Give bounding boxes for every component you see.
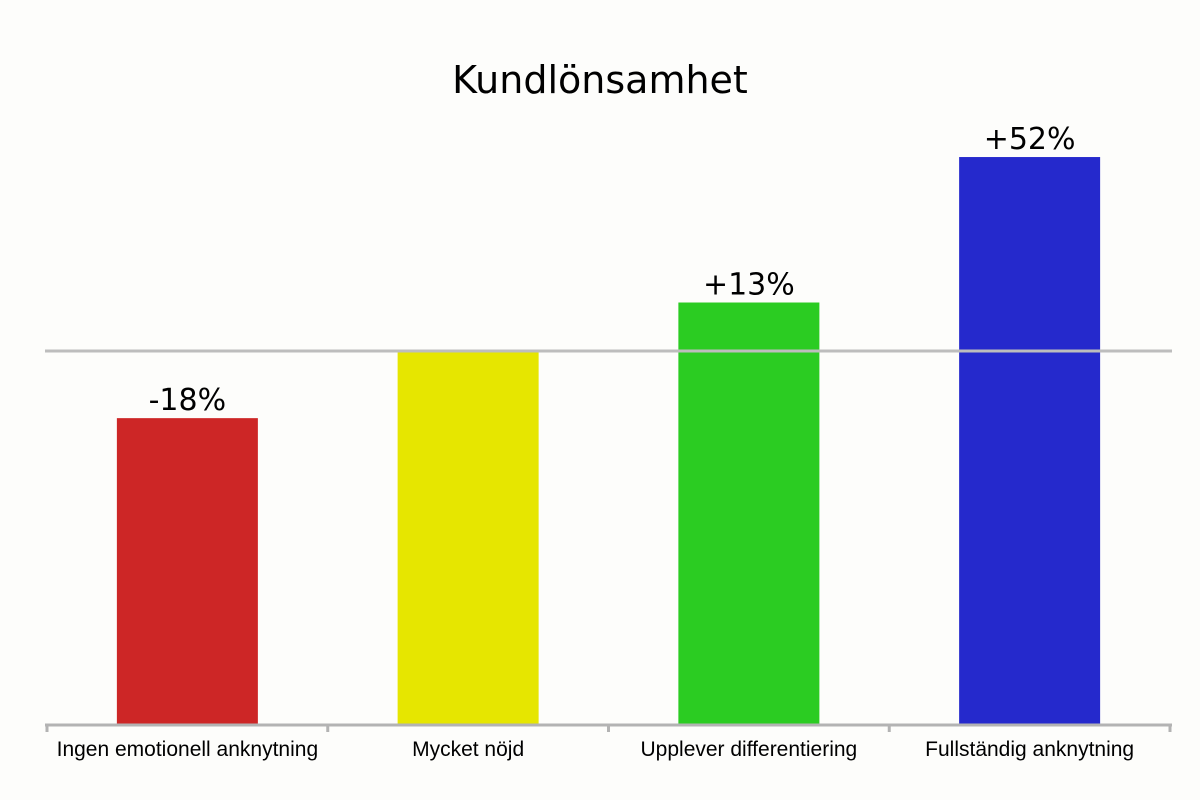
category-label-4: Fullständig anknytning [925,738,1134,761]
bar-4 [959,157,1101,725]
category-label-1: Ingen emotionell anknytning [57,738,319,761]
category-label-2: Mycket nöjd [412,738,524,761]
bar-2 [397,351,539,724]
bar-3 [678,302,820,724]
value-label-1: -18% [149,383,227,418]
x-axis [45,723,1172,732]
bar-1 [116,418,258,724]
labels-layer: -18% Ingen emotionell anknytning Mycket nö… [57,122,1134,761]
chart-title: Kundlönsamhet [452,58,748,102]
value-label-3: +13% [703,268,795,303]
value-label-4: +52% [984,122,1076,157]
bars-layer [116,157,1101,725]
category-label-3: Upplever differentiering [641,738,858,761]
